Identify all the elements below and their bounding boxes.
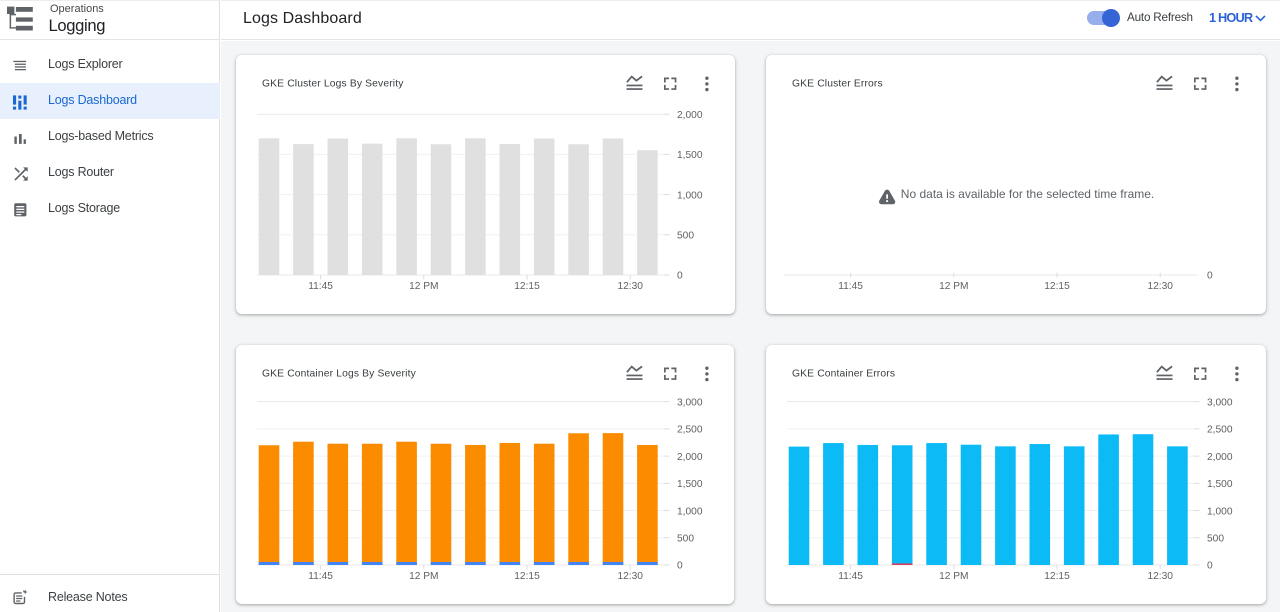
svg-text:12:30: 12:30 bbox=[617, 281, 643, 292]
svg-text:12:15: 12:15 bbox=[514, 281, 540, 292]
svg-text:3,000: 3,000 bbox=[1207, 397, 1233, 408]
svg-text:1,500: 1,500 bbox=[1207, 479, 1233, 490]
svg-text:1,000: 1,000 bbox=[1207, 506, 1233, 517]
svg-text:12:15: 12:15 bbox=[1044, 281, 1070, 292]
svg-text:500: 500 bbox=[677, 533, 694, 544]
svg-text:12 PM: 12 PM bbox=[939, 281, 968, 292]
svg-text:11:45: 11:45 bbox=[308, 571, 333, 582]
svg-text:2,500: 2,500 bbox=[677, 425, 703, 436]
svg-text:0: 0 bbox=[677, 271, 683, 282]
svg-text:12:15: 12:15 bbox=[514, 571, 540, 582]
svg-text:0: 0 bbox=[1207, 561, 1213, 572]
svg-text:GKE Cluster Errors: GKE Cluster Errors bbox=[792, 78, 883, 89]
svg-text:1,500: 1,500 bbox=[677, 479, 703, 490]
svg-text:1,000: 1,000 bbox=[677, 190, 703, 201]
svg-text:12:15: 12:15 bbox=[1044, 571, 1070, 582]
svg-text:500: 500 bbox=[1207, 533, 1224, 544]
svg-text:GKE Cluster Logs By Severity: GKE Cluster Logs By Severity bbox=[262, 78, 404, 89]
svg-text:2,000: 2,000 bbox=[1207, 452, 1233, 463]
svg-text:2,000: 2,000 bbox=[677, 452, 703, 463]
svg-text:1,000: 1,000 bbox=[677, 506, 703, 517]
svg-text:2,000: 2,000 bbox=[677, 110, 703, 121]
svg-text:11:45: 11:45 bbox=[838, 571, 863, 582]
svg-text:500: 500 bbox=[677, 231, 694, 242]
svg-text:11:45: 11:45 bbox=[838, 281, 863, 292]
svg-text:3,000: 3,000 bbox=[677, 397, 703, 408]
svg-text:GKE Container Errors: GKE Container Errors bbox=[792, 368, 895, 379]
svg-text:12:30: 12:30 bbox=[617, 571, 643, 582]
svg-text:12 PM: 12 PM bbox=[409, 281, 438, 292]
svg-text:0: 0 bbox=[677, 561, 683, 572]
svg-text:0: 0 bbox=[1207, 271, 1213, 282]
svg-text:2,500: 2,500 bbox=[1207, 425, 1233, 436]
svg-text:1,500: 1,500 bbox=[677, 150, 703, 161]
svg-text:12:30: 12:30 bbox=[1147, 571, 1173, 582]
svg-text:GKE Container Logs By Severity: GKE Container Logs By Severity bbox=[262, 368, 417, 379]
svg-text:12:30: 12:30 bbox=[1147, 281, 1173, 292]
svg-text:No data is available for the s: No data is available for the selected ti… bbox=[901, 187, 1154, 201]
svg-text:11:45: 11:45 bbox=[308, 281, 333, 292]
svg-text:12 PM: 12 PM bbox=[409, 571, 438, 582]
svg-text:12 PM: 12 PM bbox=[939, 571, 968, 582]
